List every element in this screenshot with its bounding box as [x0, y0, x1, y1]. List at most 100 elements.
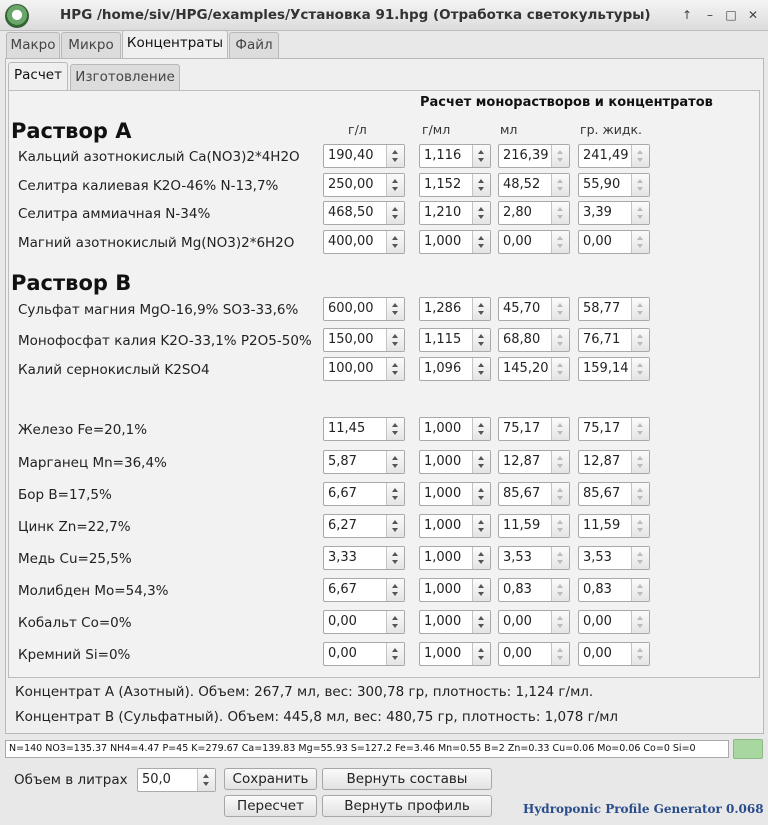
g-per-l-field[interactable]: 600,00	[323, 297, 405, 321]
g-per-l-field[interactable]: 250,00	[323, 173, 405, 197]
spin-arrows-icon[interactable]	[472, 483, 490, 505]
g-per-l-field[interactable]: 0,00	[323, 642, 405, 666]
gr-liquid-field[interactable]: 12,87	[578, 450, 650, 474]
spin-arrows-icon[interactable]	[472, 329, 490, 351]
maximize-icon[interactable]: □	[725, 8, 737, 22]
spin-arrows-icon[interactable]	[472, 202, 490, 224]
g-per-l-field[interactable]: 6,27	[323, 514, 405, 538]
gr-liquid-field[interactable]: 55,90	[578, 173, 650, 197]
tab-concentrates[interactable]: Концентраты	[122, 30, 228, 58]
g-per-ml-field[interactable]: 1,116	[419, 144, 491, 168]
ml-field[interactable]: 12,87	[498, 450, 570, 474]
g-per-l-field[interactable]: 100,00	[323, 357, 405, 381]
close-icon[interactable]: ✕	[747, 8, 759, 22]
g-per-l-field[interactable]: 150,00	[323, 328, 405, 352]
spin-arrows-icon[interactable]	[386, 202, 404, 224]
gr-liquid-field[interactable]: 76,71	[578, 328, 650, 352]
ml-field[interactable]: 2,80	[498, 201, 570, 225]
g-per-ml-field[interactable]: 1,000	[419, 230, 491, 254]
ml-field[interactable]: 68,80	[498, 328, 570, 352]
gr-liquid-field[interactable]: 0,00	[578, 230, 650, 254]
g-per-l-field[interactable]: 468,50	[323, 201, 405, 225]
g-per-ml-field[interactable]: 1,000	[419, 546, 491, 570]
g-per-l-field[interactable]: 400,00	[323, 230, 405, 254]
g-per-ml-field[interactable]: 1,000	[419, 482, 491, 506]
ml-field[interactable]: 0,00	[498, 610, 570, 634]
spin-arrows-icon[interactable]	[386, 451, 404, 473]
spin-arrows-icon[interactable]	[472, 547, 490, 569]
gr-liquid-field[interactable]: 0,00	[578, 642, 650, 666]
ml-field[interactable]: 216,39	[498, 144, 570, 168]
g-per-l-field[interactable]: 11,45	[323, 417, 405, 441]
g-per-l-field[interactable]: 0,00	[323, 610, 405, 634]
g-per-ml-field[interactable]: 1,000	[419, 642, 491, 666]
ml-field[interactable]: 0,00	[498, 642, 570, 666]
g-per-ml-field[interactable]: 1,000	[419, 514, 491, 538]
g-per-l-field[interactable]: 190,40	[323, 144, 405, 168]
spin-arrows-icon[interactable]	[472, 515, 490, 537]
gr-liquid-field[interactable]: 0,00	[578, 610, 650, 634]
gr-liquid-field[interactable]: 58,77	[578, 297, 650, 321]
spin-arrows-icon[interactable]	[472, 358, 490, 380]
status-indicator[interactable]	[733, 739, 763, 759]
restore-compositions-button[interactable]: Вернуть составы	[322, 768, 492, 790]
spin-arrows-icon[interactable]	[472, 145, 490, 167]
g-per-ml-field[interactable]: 1,152	[419, 173, 491, 197]
spin-arrows-icon[interactable]	[472, 174, 490, 196]
tab-manufacturing[interactable]: Изготовление	[70, 64, 180, 90]
volume-stepper[interactable]: 50,0	[137, 768, 216, 792]
g-per-l-field[interactable]: 6,67	[323, 482, 405, 506]
spin-arrows-icon[interactable]	[472, 611, 490, 633]
ml-field[interactable]: 0,00	[498, 230, 570, 254]
spin-arrows-icon[interactable]	[472, 418, 490, 440]
g-per-ml-field[interactable]: 1,000	[419, 578, 491, 602]
tab-calculation[interactable]: Расчет	[8, 62, 68, 90]
nutrient-status-field[interactable]: N=140 NO3=135.37 NH4=4.47 P=45 K=279.67 …	[5, 740, 729, 758]
spin-arrows-icon[interactable]	[386, 418, 404, 440]
ml-field[interactable]: 145,20	[498, 357, 570, 381]
gr-liquid-field[interactable]: 75,17	[578, 417, 650, 441]
minimize-icon[interactable]: –	[707, 8, 713, 22]
spin-arrows-icon[interactable]	[386, 358, 404, 380]
g-per-ml-field[interactable]: 1,210	[419, 201, 491, 225]
gr-liquid-field[interactable]: 85,67	[578, 482, 650, 506]
g-per-ml-field[interactable]: 1,000	[419, 417, 491, 441]
spin-arrows-icon[interactable]	[386, 611, 404, 633]
g-per-ml-field[interactable]: 1,096	[419, 357, 491, 381]
tab-file[interactable]: Файл	[229, 32, 279, 58]
recalculate-button[interactable]: Пересчет	[224, 795, 317, 817]
spin-arrows-icon[interactable]	[386, 145, 404, 167]
ml-field[interactable]: 45,70	[498, 297, 570, 321]
ml-field[interactable]: 75,17	[498, 417, 570, 441]
g-per-ml-field[interactable]: 1,000	[419, 610, 491, 634]
gr-liquid-field[interactable]: 159,14	[578, 357, 650, 381]
tab-macro[interactable]: Макро	[6, 32, 60, 58]
gr-liquid-field[interactable]: 241,49	[578, 144, 650, 168]
g-per-ml-field[interactable]: 1,000	[419, 450, 491, 474]
spin-arrows-icon[interactable]	[386, 298, 404, 320]
gr-liquid-field[interactable]: 11,59	[578, 514, 650, 538]
spin-arrows-icon[interactable]	[386, 174, 404, 196]
spin-arrows-icon[interactable]	[386, 547, 404, 569]
save-button[interactable]: Сохранить	[224, 768, 317, 790]
g-per-l-field[interactable]: 3,33	[323, 546, 405, 570]
spin-arrows-icon[interactable]	[472, 451, 490, 473]
g-per-ml-field[interactable]: 1,115	[419, 328, 491, 352]
g-per-ml-field[interactable]: 1,286	[419, 297, 491, 321]
g-per-l-field[interactable]: 5,87	[323, 450, 405, 474]
spin-arrows-icon[interactable]	[472, 231, 490, 253]
spin-arrows-icon[interactable]	[197, 769, 215, 791]
spin-arrows-icon[interactable]	[386, 329, 404, 351]
ml-field[interactable]: 48,52	[498, 173, 570, 197]
ml-field[interactable]: 85,67	[498, 482, 570, 506]
ml-field[interactable]: 0,83	[498, 578, 570, 602]
spin-arrows-icon[interactable]	[386, 483, 404, 505]
ml-field[interactable]: 3,53	[498, 546, 570, 570]
spin-arrows-icon[interactable]	[472, 298, 490, 320]
restore-profile-button[interactable]: Вернуть профиль	[322, 795, 492, 817]
keep-above-icon[interactable]: ↑	[681, 8, 693, 22]
gr-liquid-field[interactable]: 3,39	[578, 201, 650, 225]
g-per-l-field[interactable]: 6,67	[323, 578, 405, 602]
gr-liquid-field[interactable]: 3,53	[578, 546, 650, 570]
tab-micro[interactable]: Микро	[61, 32, 121, 58]
